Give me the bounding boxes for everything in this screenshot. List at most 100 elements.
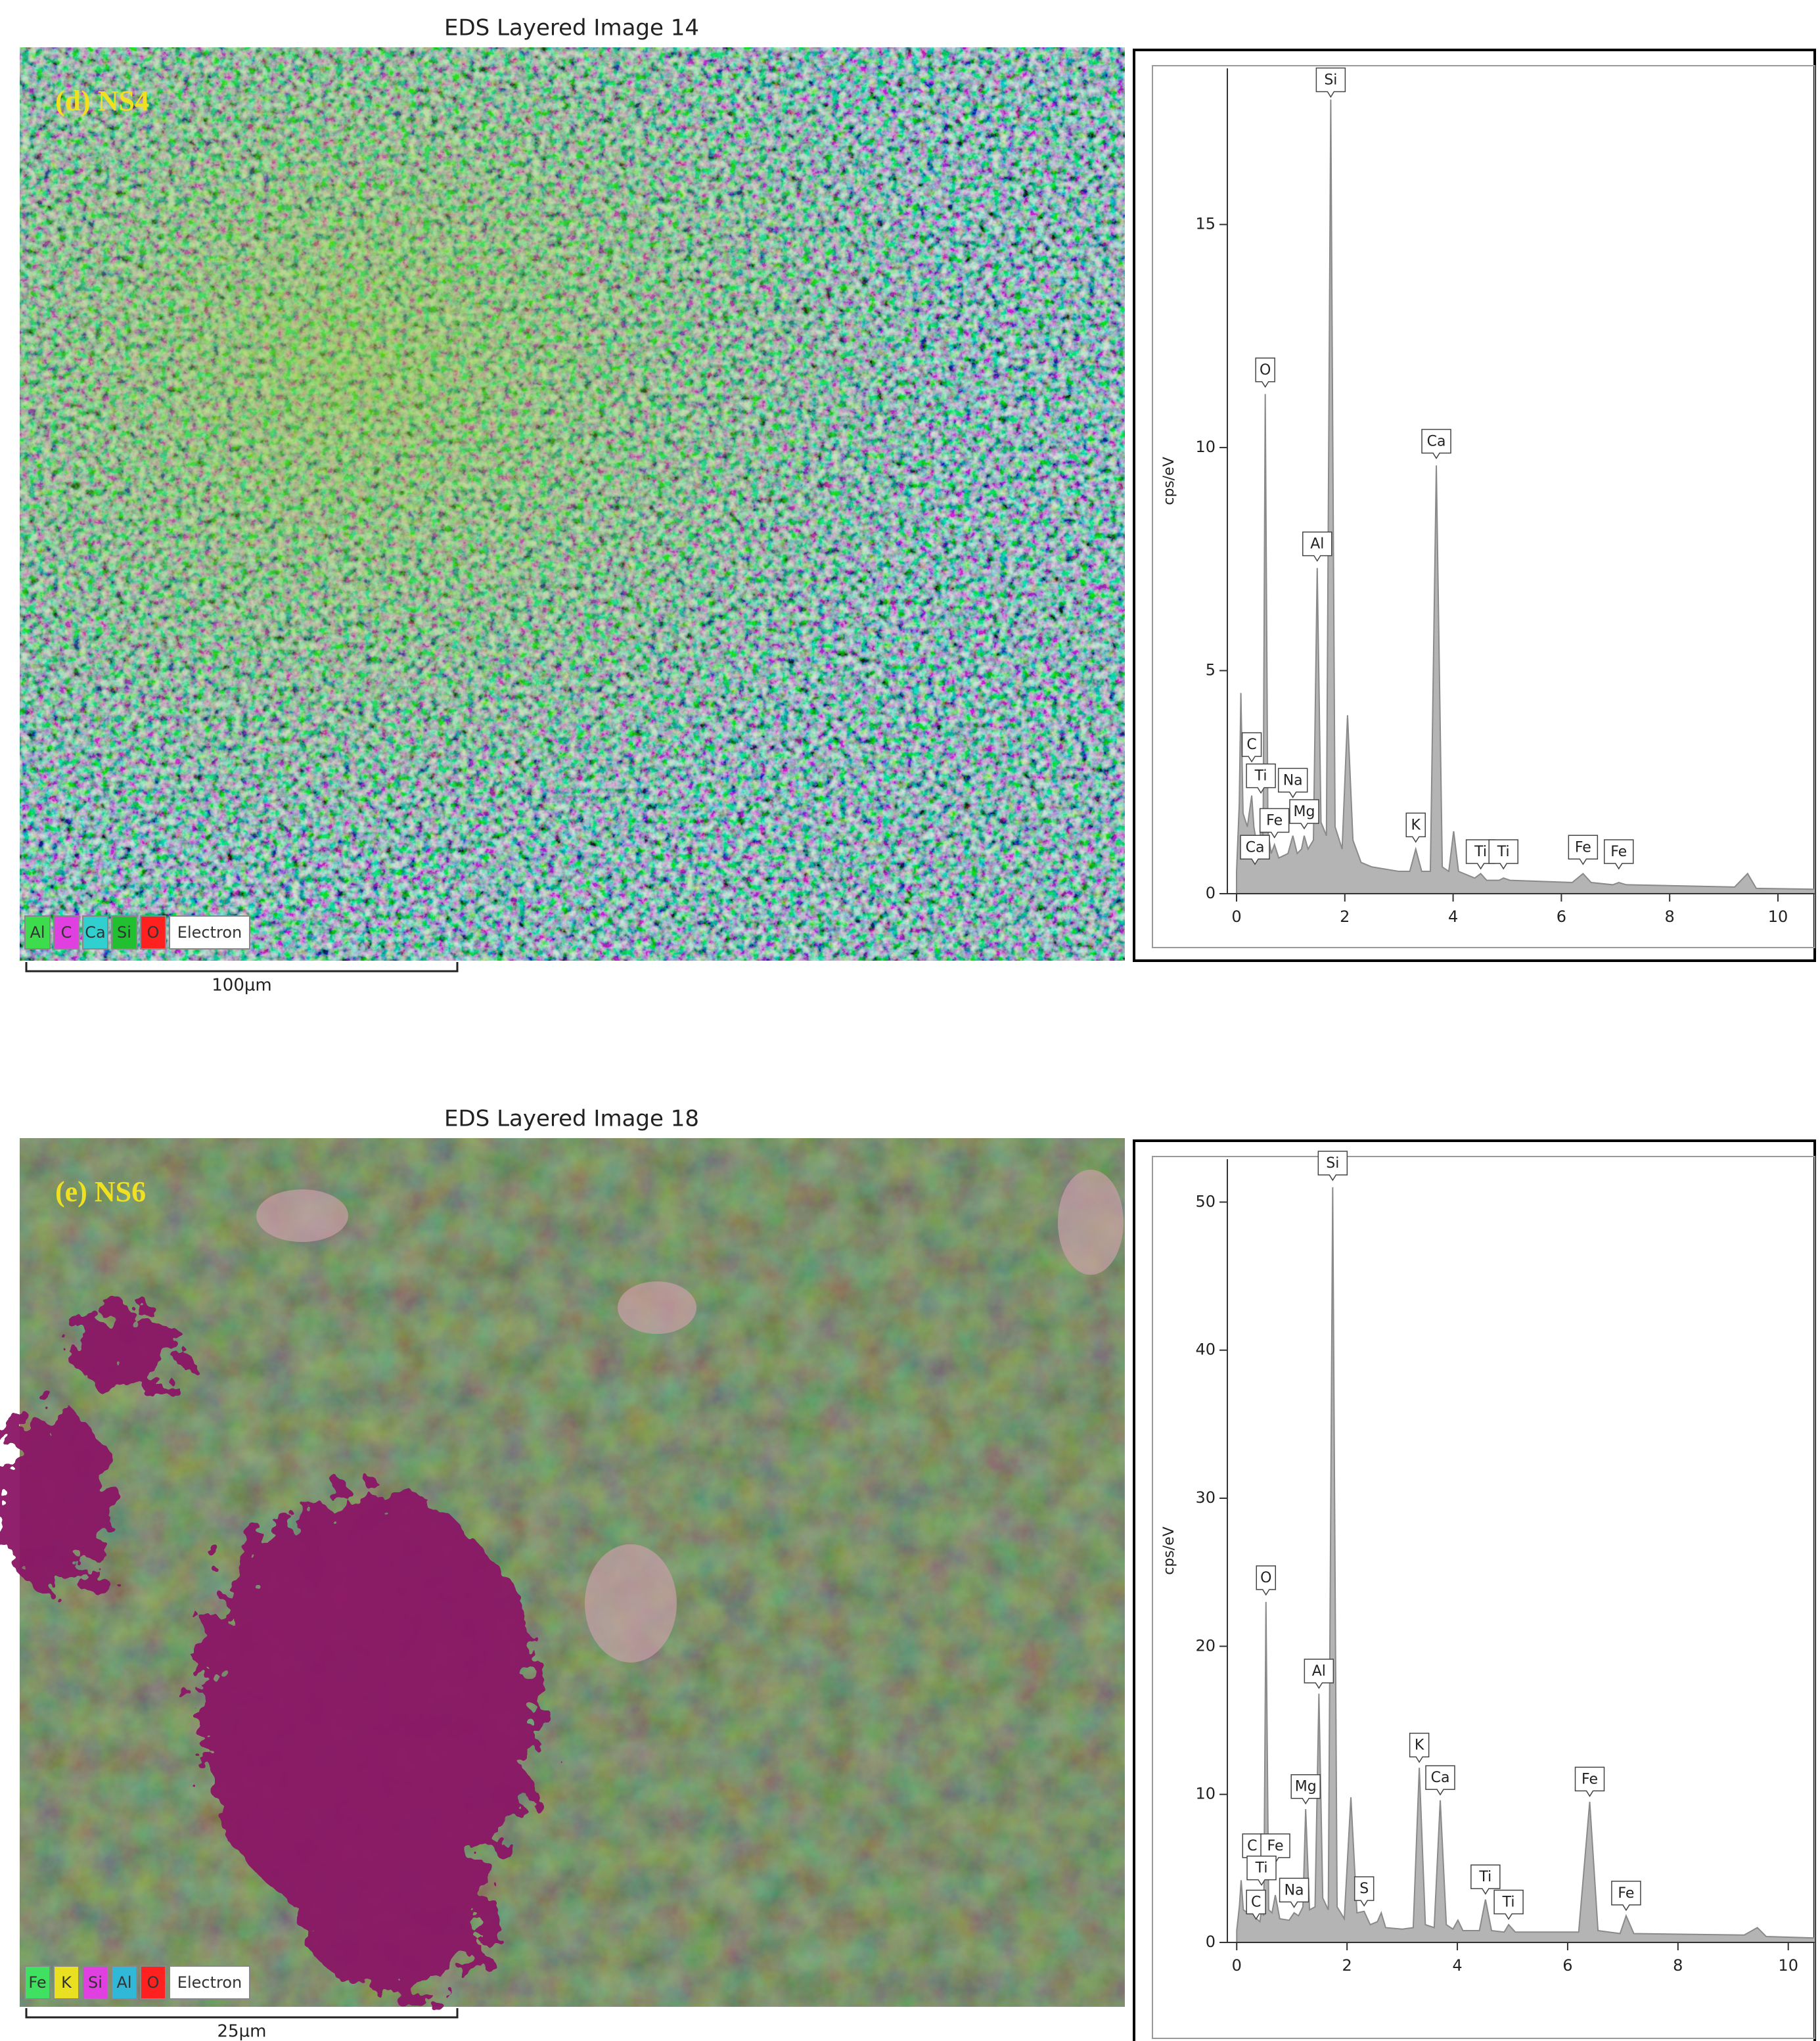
peak-label-box <box>1603 839 1634 870</box>
x-tick-label: 2 <box>1342 1956 1352 1975</box>
y-axis-label: cps/eV <box>1161 1526 1177 1575</box>
peak-label-box <box>1289 799 1319 830</box>
peak-label: C <box>1246 1889 1266 1920</box>
peak-label-box <box>1405 812 1426 843</box>
peak-label-text: Ti <box>1255 1860 1268 1877</box>
peak-label-box <box>1470 1864 1501 1895</box>
peak-label-text: Ti <box>1474 844 1487 860</box>
peak-label: Al <box>1304 1659 1334 1689</box>
x-tick-label: 4 <box>1452 1956 1462 1975</box>
peak-label: Ca <box>1425 1765 1455 1796</box>
peak-label-box <box>1290 1774 1321 1805</box>
peak-label: Ca <box>1421 428 1451 459</box>
peak-label-text: C <box>1251 1894 1261 1910</box>
peak-label-text: K <box>1411 817 1421 833</box>
legend-swatch <box>53 1965 80 2000</box>
legend-label: K <box>61 1973 72 1992</box>
x-tick-label: 0 <box>1231 907 1241 926</box>
legend-label: Si <box>117 923 131 942</box>
legend-label: Electron <box>177 923 242 942</box>
peak-label: Na <box>1279 1877 1309 1908</box>
peak-label: Fe <box>1603 839 1634 870</box>
scale-bar-label: 25µm <box>217 2022 267 2041</box>
peak-label: O <box>1255 357 1275 388</box>
peak-label-text: Fe <box>1581 1771 1598 1787</box>
x-tick-label: 8 <box>1665 907 1675 926</box>
peak-label-text: Ca <box>1427 433 1446 449</box>
peak-label-text: Fe <box>1266 813 1283 829</box>
peak-label: Ca <box>1240 835 1270 865</box>
legend-label: Al <box>116 1973 131 1992</box>
plot-frame <box>1152 1156 1815 2039</box>
peak-label-text: O <box>1260 1570 1271 1586</box>
legend-label: Al <box>30 923 45 942</box>
peak-label: Ti <box>1493 1889 1524 1920</box>
peak-label-box <box>1259 808 1290 838</box>
x-tick-label: 0 <box>1232 1956 1242 1975</box>
peak-label-box <box>1246 1855 1277 1887</box>
y-tick-label: 0 <box>1206 1933 1216 1951</box>
peak-label: Na <box>1277 768 1308 798</box>
peak-label: Ti <box>1470 1864 1501 1895</box>
peak-label-text: Al <box>1310 536 1324 553</box>
peak-label-box <box>1315 67 1346 98</box>
peak-label: Fe <box>1611 1881 1641 1912</box>
legend-swatch <box>82 1965 108 2000</box>
peak-label-box <box>1277 768 1308 798</box>
peak-label-text: Al <box>1312 1663 1326 1680</box>
peak-label-text: Ti <box>1502 1894 1515 1910</box>
peak-label-box <box>1488 839 1518 870</box>
peak-label: Si <box>1317 1151 1348 1181</box>
peak-label-text: O <box>1260 362 1271 378</box>
image-title: EDS Layered Image 18 <box>444 1106 699 1132</box>
legend-label: Electron <box>177 1973 242 1992</box>
x-tick-label: 2 <box>1340 907 1350 926</box>
peak-label-box <box>1574 1766 1605 1797</box>
y-tick-label: 40 <box>1195 1341 1216 1359</box>
legend-swatch <box>169 915 250 950</box>
peak-label-text: Ti <box>1254 768 1267 785</box>
x-tick-label: 10 <box>1768 907 1788 926</box>
chart-frame <box>1133 49 1816 962</box>
peak-label-text: Fe <box>1267 1838 1284 1854</box>
plot-frame <box>1152 65 1815 948</box>
peak-label: Fe <box>1259 808 1290 838</box>
peak-label: Ti <box>1488 839 1518 870</box>
peak-label-text: Na <box>1283 772 1303 789</box>
y-tick-label: 0 <box>1206 884 1216 902</box>
peak-label: Fe <box>1260 1833 1290 1864</box>
legend-label: Ca <box>85 923 105 942</box>
legend-label: O <box>147 923 160 942</box>
peak-label: Ti <box>1246 763 1276 794</box>
peak-label-box <box>1611 1881 1641 1912</box>
legend-swatch <box>82 915 108 950</box>
peak-label-box <box>1279 1877 1309 1908</box>
x-tick-label: 4 <box>1448 907 1458 926</box>
peak-label-text: Na <box>1285 1882 1304 1898</box>
peak-label: O <box>1256 1565 1277 1596</box>
y-axis-label: cps/eV <box>1161 457 1177 505</box>
peak-label-text: Fe <box>1618 1885 1634 1902</box>
y-tick-label: 30 <box>1195 1488 1216 1507</box>
peak-label-box <box>1493 1889 1524 1920</box>
peak-label-box <box>1409 1732 1430 1764</box>
image-title: EDS Layered Image 14 <box>444 15 699 41</box>
peak-label: S <box>1354 1876 1375 1907</box>
peak-label-box <box>1256 1565 1277 1596</box>
peak-label-box <box>1317 1151 1348 1181</box>
peak-label-text: Ti <box>1497 844 1510 860</box>
peak-label-box <box>1425 1765 1455 1796</box>
y-tick-label: 15 <box>1195 215 1216 233</box>
panel-label: (e) NS6 <box>55 1176 146 1208</box>
panel-label: (d) NS4 <box>55 85 149 117</box>
legend-swatch <box>111 1965 137 2000</box>
peak-label: Si <box>1315 67 1346 98</box>
y-tick-label: 20 <box>1195 1636 1216 1655</box>
scale-bar <box>25 962 459 973</box>
peak-label-text: Fe <box>1575 839 1591 856</box>
peak-label-text: Fe <box>1610 844 1627 860</box>
y-tick-label: 10 <box>1195 1785 1216 1803</box>
peak-label-text: Si <box>1324 72 1337 89</box>
